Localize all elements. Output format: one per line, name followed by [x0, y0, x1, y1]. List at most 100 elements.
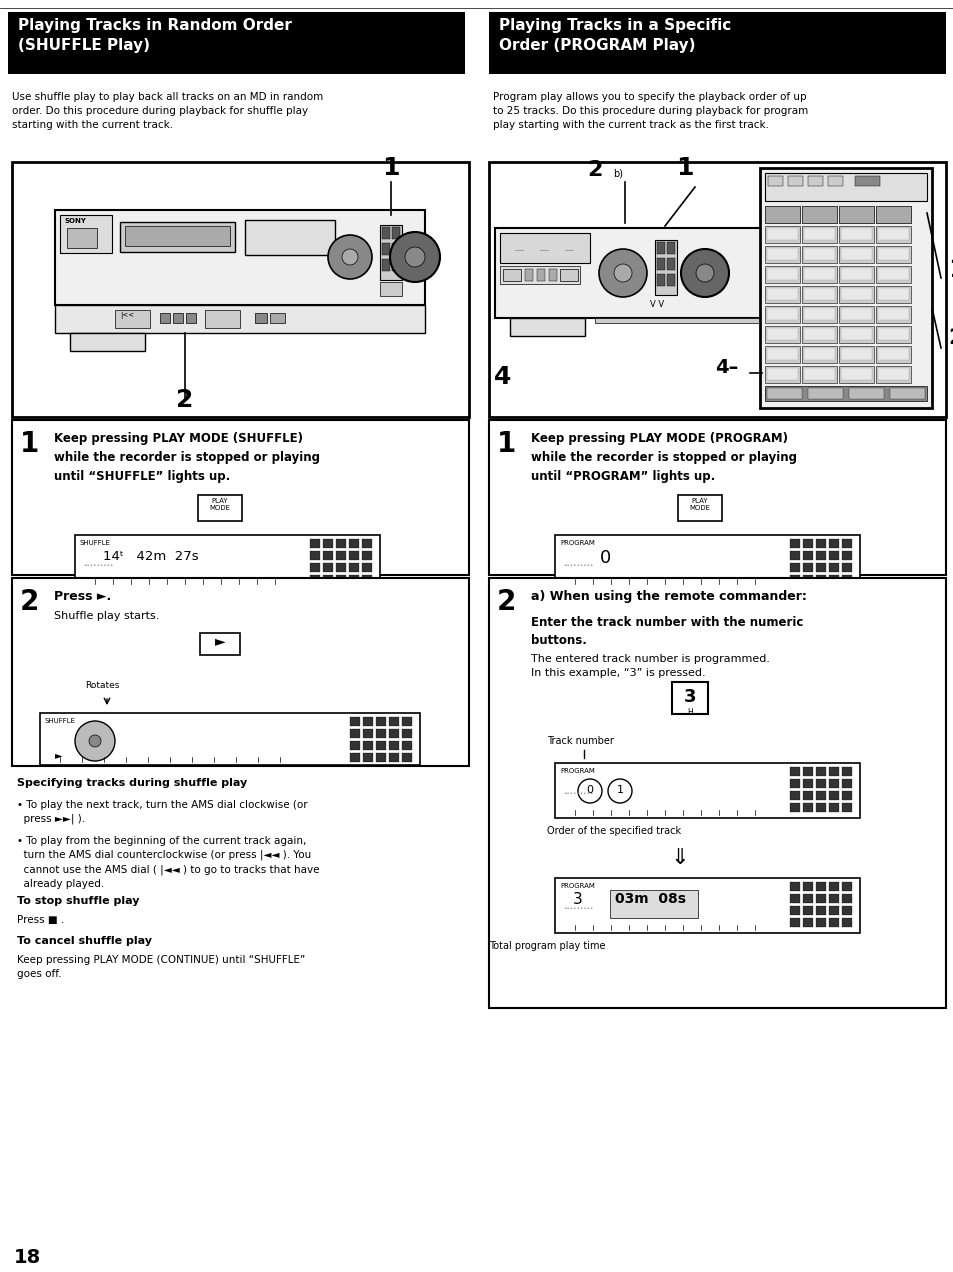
Text: a) When using the remote commander:: a) When using the remote commander:: [531, 590, 806, 603]
Bar: [815, 918, 825, 927]
Circle shape: [328, 235, 372, 279]
Bar: [392, 243, 399, 254]
Bar: [764, 286, 800, 303]
Bar: [760, 168, 931, 408]
Bar: [349, 575, 358, 584]
Bar: [361, 575, 372, 584]
Bar: [120, 223, 234, 252]
Bar: [205, 310, 240, 328]
Bar: [125, 226, 230, 245]
Bar: [838, 307, 873, 323]
Bar: [841, 881, 851, 890]
Bar: [363, 753, 373, 762]
Bar: [764, 385, 926, 401]
Text: 2: 2: [587, 160, 602, 181]
Bar: [889, 388, 924, 399]
Bar: [609, 890, 698, 918]
Bar: [789, 539, 800, 548]
Bar: [67, 228, 97, 248]
Bar: [310, 539, 319, 548]
Bar: [375, 729, 386, 738]
Text: To cancel shuffle play: To cancel shuffle play: [17, 936, 152, 946]
Bar: [841, 287, 871, 300]
Bar: [657, 258, 664, 270]
Bar: [361, 563, 372, 572]
Circle shape: [680, 249, 728, 296]
Bar: [838, 326, 873, 343]
Bar: [841, 248, 871, 259]
Text: PROGRAM: PROGRAM: [559, 541, 595, 546]
Text: 0: 0: [586, 785, 593, 795]
Text: Track number: Track number: [546, 736, 613, 745]
Bar: [12, 577, 469, 766]
Text: PROGRAM: PROGRAM: [559, 883, 595, 889]
Text: Playing Tracks in Random Order
(SHUFFLE Play): Playing Tracks in Random Order (SHUFFLE …: [18, 18, 292, 53]
Bar: [172, 313, 183, 323]
Circle shape: [607, 778, 631, 803]
Bar: [363, 742, 373, 750]
Bar: [323, 551, 333, 560]
Circle shape: [598, 249, 646, 296]
Bar: [764, 206, 800, 223]
Bar: [766, 228, 797, 240]
Text: |<<: |<<: [120, 312, 134, 319]
Bar: [555, 763, 859, 818]
Bar: [828, 767, 838, 776]
Bar: [789, 563, 800, 572]
Bar: [764, 266, 800, 282]
Text: Rotates: Rotates: [85, 681, 119, 689]
Bar: [381, 243, 390, 254]
Bar: [815, 803, 825, 812]
Text: Shuffle play starts.: Shuffle play starts.: [54, 611, 159, 621]
Bar: [828, 575, 838, 584]
Bar: [323, 539, 333, 548]
Bar: [877, 268, 908, 280]
Bar: [764, 326, 800, 343]
Text: • To play from the beginning of the current track again,
  turn the AMS dial cou: • To play from the beginning of the curr…: [17, 836, 319, 889]
Bar: [841, 368, 871, 380]
Bar: [807, 388, 842, 399]
Bar: [841, 328, 871, 340]
Bar: [841, 268, 871, 280]
Text: PLAY
MODE: PLAY MODE: [689, 499, 710, 511]
Bar: [802, 767, 812, 776]
Bar: [801, 226, 836, 243]
Text: 4: 4: [494, 365, 511, 389]
Bar: [764, 245, 800, 263]
Bar: [401, 753, 412, 762]
Bar: [838, 366, 873, 383]
Bar: [803, 248, 834, 259]
Bar: [828, 894, 838, 903]
Bar: [828, 918, 838, 927]
Bar: [350, 742, 359, 750]
Bar: [828, 906, 838, 915]
Bar: [827, 176, 842, 186]
Bar: [789, 894, 800, 903]
Bar: [537, 268, 544, 281]
Bar: [766, 287, 797, 300]
Bar: [875, 326, 910, 343]
Bar: [548, 268, 557, 281]
Bar: [838, 206, 873, 223]
Bar: [841, 228, 871, 240]
Text: SHUFFLE: SHUFFLE: [45, 717, 76, 724]
Bar: [854, 176, 879, 186]
Bar: [828, 791, 838, 800]
Text: •••••••••: •••••••••: [83, 563, 113, 569]
Bar: [803, 287, 834, 300]
Bar: [200, 633, 240, 655]
Bar: [766, 308, 797, 321]
Bar: [877, 209, 908, 220]
Bar: [875, 226, 910, 243]
Bar: [502, 268, 520, 281]
Circle shape: [696, 265, 713, 282]
Bar: [838, 266, 873, 282]
Bar: [841, 551, 851, 560]
Bar: [841, 209, 871, 220]
Bar: [875, 206, 910, 223]
Bar: [310, 551, 319, 560]
Text: Total program play time: Total program play time: [488, 941, 604, 951]
Bar: [875, 307, 910, 323]
Text: ►: ►: [214, 633, 225, 647]
Bar: [841, 778, 851, 787]
